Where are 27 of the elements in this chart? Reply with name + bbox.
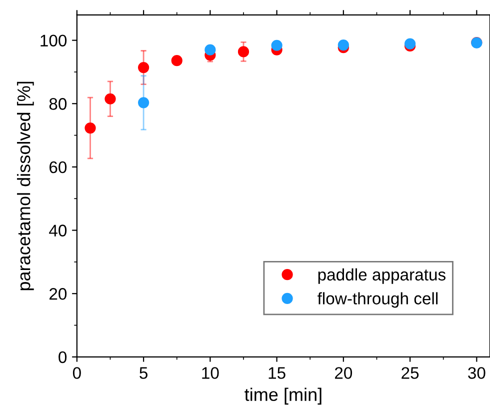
x-tick-label: 20 [334,367,352,379]
x-tick-label: 5 [140,367,148,379]
x-tick-label: 15 [268,367,286,379]
x-tick-label: 30 [468,367,486,379]
point [138,97,150,108]
legend-label: flow-through cell [318,292,438,308]
point [104,93,116,104]
y-tick-label: 40 [49,224,67,236]
point [204,44,216,56]
y-tick-label: 100 [40,34,67,47]
point [238,46,250,58]
x-tick-label: 0 [72,367,81,379]
x-tick-label: 25 [402,367,419,379]
y-tick-label: 20 [50,288,67,300]
point [271,40,282,51]
point [84,122,96,134]
x-tick-label: 10 [202,367,219,379]
point [338,40,349,51]
y-tick-label: 60 [50,161,67,174]
x-axis-title: time [min] [244,388,322,405]
y-tick-label: 80 [49,98,67,110]
point [171,55,182,66]
point [404,38,416,50]
y-tick-label: 0 [58,351,67,364]
point [138,62,150,74]
y-axis-title: paracetamol dissolved [%] [17,82,34,290]
legend-label: paddle apparatus [318,268,446,284]
